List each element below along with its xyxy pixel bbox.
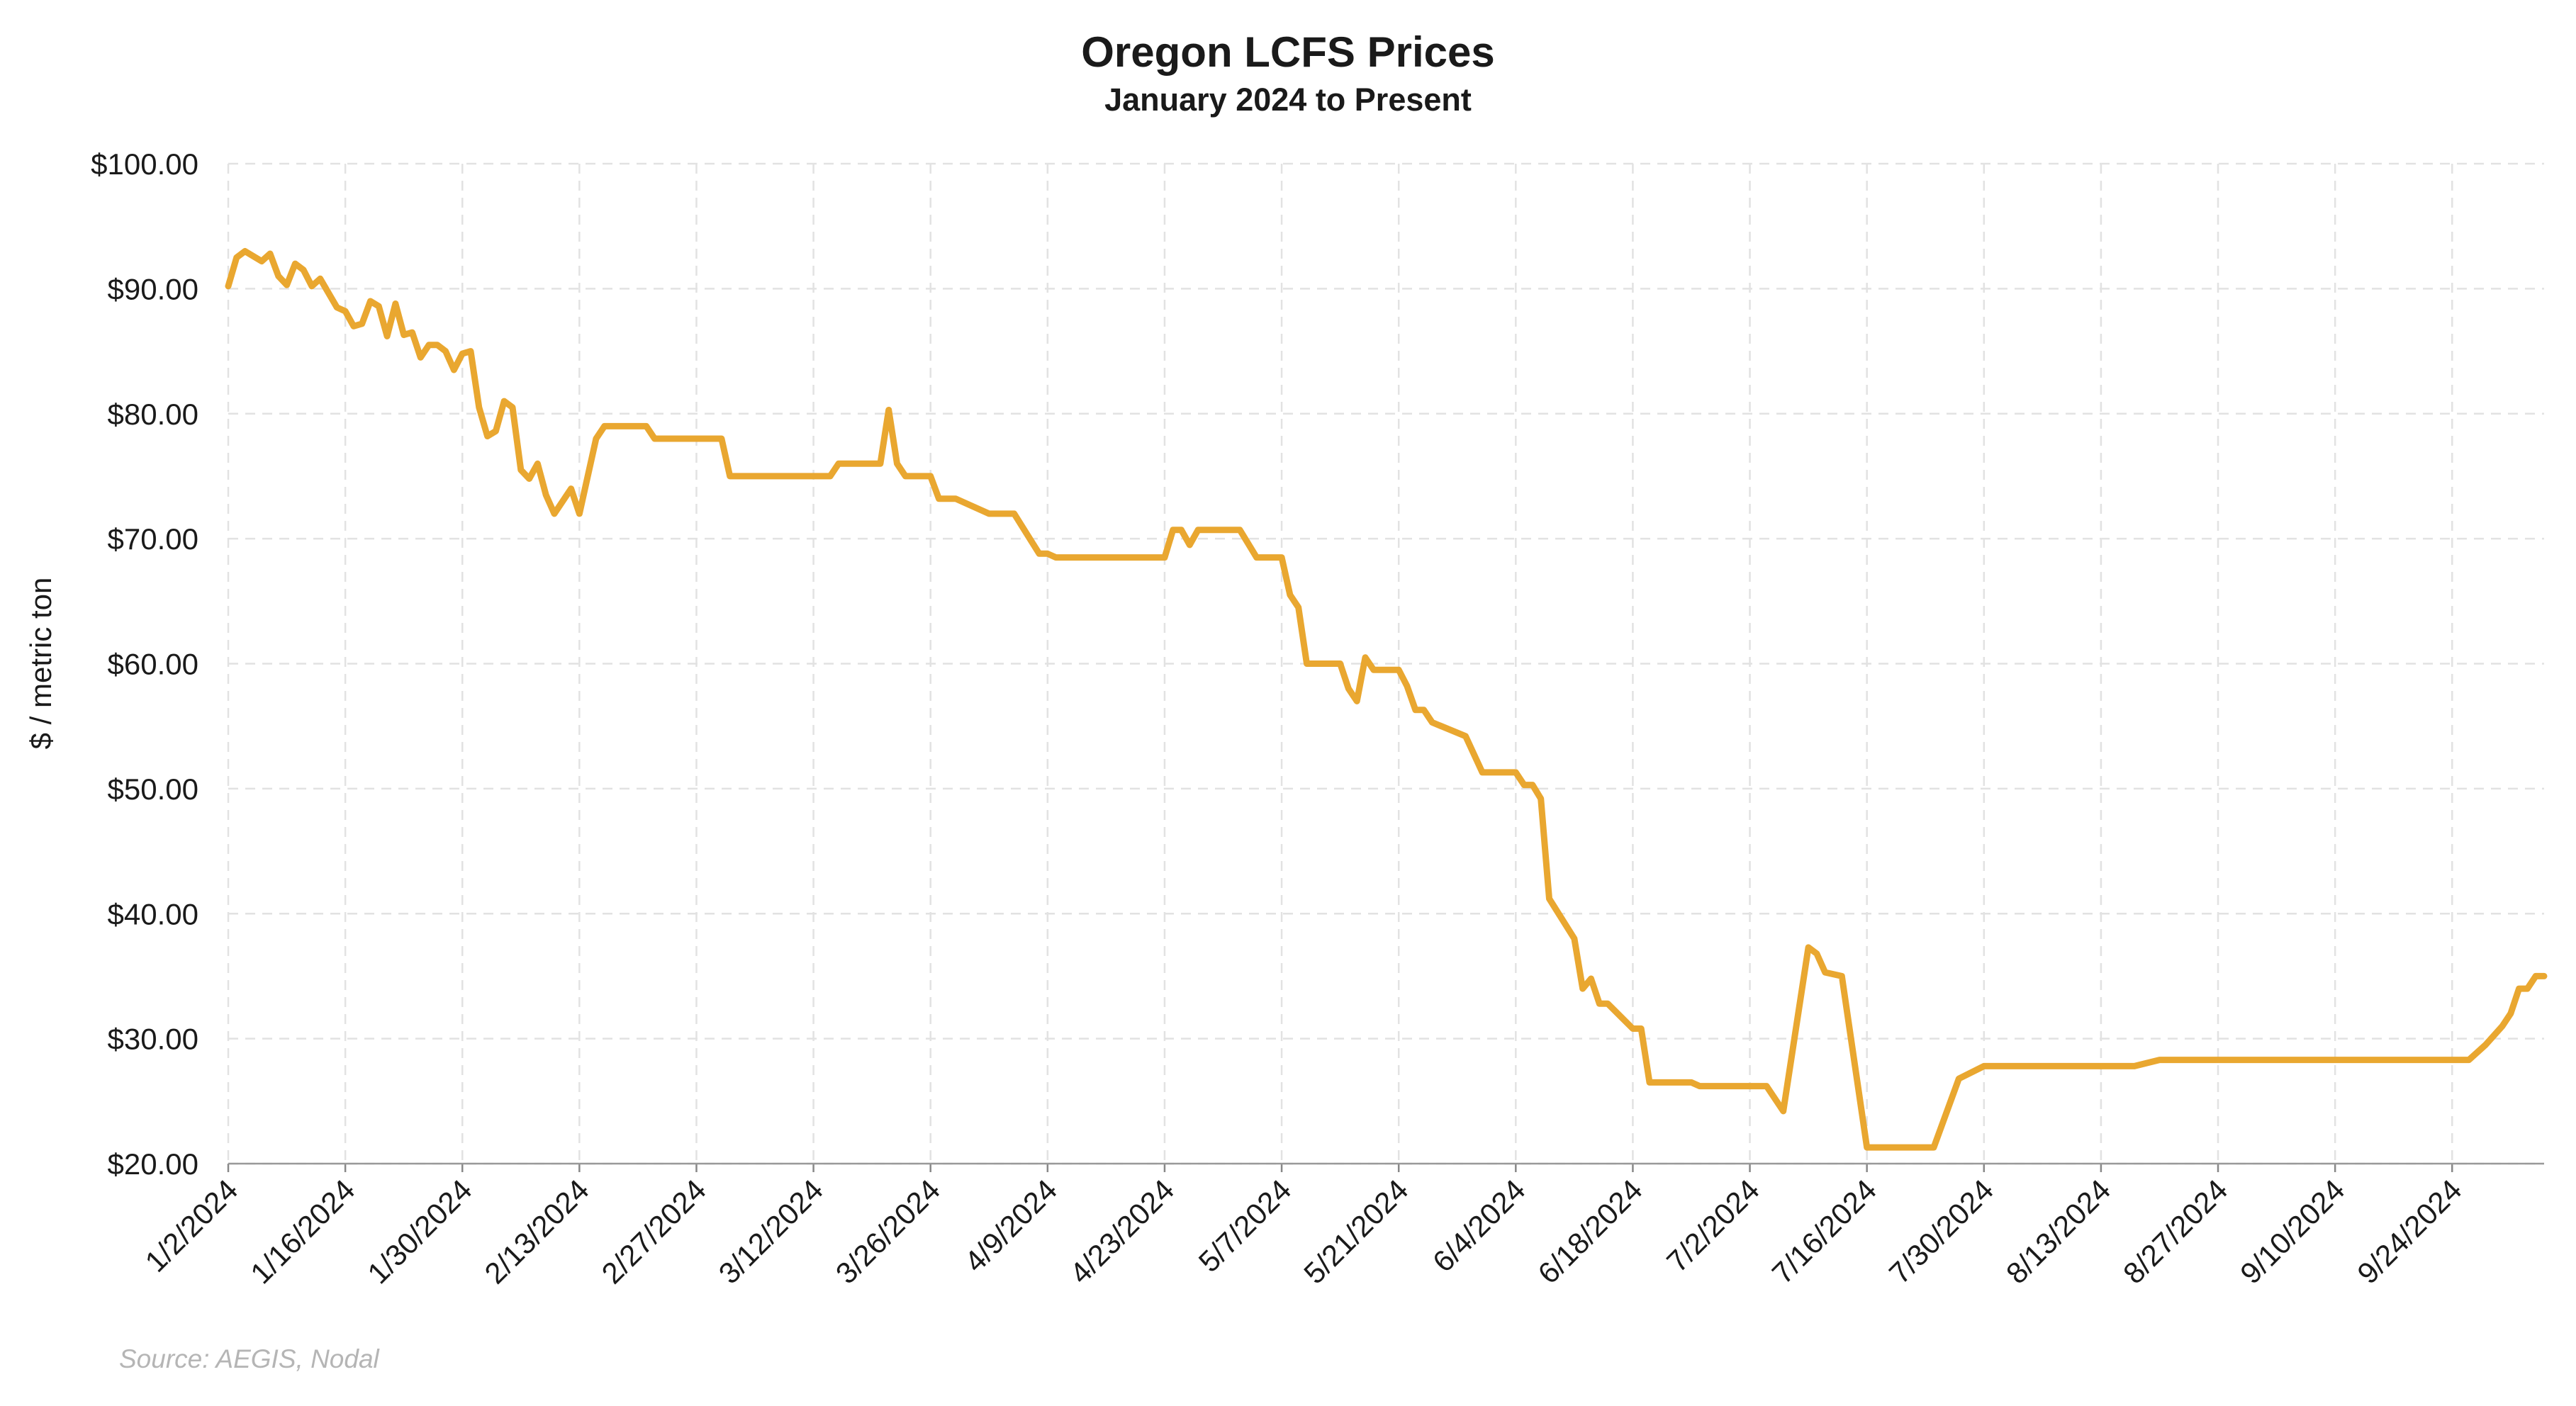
chart-title: Oregon LCFS Prices	[1081, 28, 1494, 76]
x-tick-label: 6/18/2024	[1531, 1173, 1648, 1290]
y-tick-label: $60.00	[108, 648, 198, 681]
x-tick-label: 6/4/2024	[1426, 1173, 1532, 1278]
x-tick-label: 3/26/2024	[829, 1173, 946, 1290]
y-tick-label: $70.00	[108, 522, 198, 556]
x-tick-label: 9/24/2024	[2351, 1173, 2468, 1290]
x-tick-label: 1/16/2024	[244, 1173, 361, 1290]
x-tick-label: 3/12/2024	[712, 1173, 829, 1290]
y-tick-label: $40.00	[108, 897, 198, 930]
x-tick-label: 2/13/2024	[478, 1173, 595, 1290]
x-tick-label: 8/27/2024	[2117, 1173, 2234, 1290]
x-tick-label: 7/2/2024	[1660, 1173, 1766, 1278]
chart-subtitle: January 2024 to Present	[1104, 81, 1472, 118]
y-tick-label: $30.00	[108, 1023, 198, 1056]
x-tick-label: 9/10/2024	[2234, 1173, 2351, 1290]
x-tick-label: 4/23/2024	[1063, 1173, 1180, 1290]
x-tick-label: 7/16/2024	[1766, 1173, 1883, 1290]
x-tick-label: 1/2/2024	[139, 1173, 245, 1278]
x-tick-label: 4/9/2024	[958, 1173, 1063, 1278]
x-tick-label: 7/30/2024	[1883, 1173, 2000, 1290]
source-note: Source: AEGIS, Nodal	[119, 1344, 381, 1373]
y-axis-label: $ / metric ton	[24, 578, 57, 750]
y-tick-label: $100.00	[91, 147, 198, 181]
x-tick-label: 2/27/2024	[595, 1173, 712, 1290]
x-tick-label: 8/13/2024	[2000, 1173, 2117, 1290]
x-tick-label: 5/21/2024	[1297, 1173, 1414, 1290]
y-tick-label: $80.00	[108, 398, 198, 431]
price-line	[225, 248, 2548, 1151]
x-tick-label: 5/7/2024	[1192, 1173, 1298, 1278]
y-tick-label: $90.00	[108, 272, 198, 305]
x-tick-label: 1/30/2024	[361, 1173, 478, 1290]
y-tick-label: $20.00	[108, 1147, 198, 1181]
y-tick-label: $50.00	[108, 772, 198, 806]
